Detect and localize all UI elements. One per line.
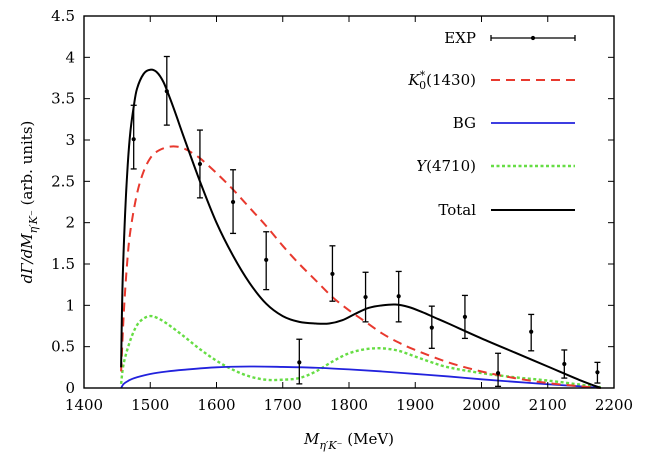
data-marker bbox=[297, 360, 302, 365]
legend-label: Total bbox=[438, 201, 476, 219]
series-line-total bbox=[120, 68, 602, 389]
data-marker bbox=[462, 314, 468, 320]
legend-item-y-4710: Y(4710) bbox=[416, 157, 575, 175]
data-marker bbox=[264, 257, 269, 262]
curves-layer bbox=[119, 68, 602, 389]
x-tick-label: 1600 bbox=[197, 396, 235, 414]
data-point bbox=[561, 349, 568, 379]
errorbars-layer bbox=[130, 55, 601, 387]
x-tick-label: 1700 bbox=[264, 396, 302, 414]
data-marker bbox=[197, 161, 203, 167]
data-point bbox=[428, 305, 435, 349]
y-tick-label: 0 bbox=[65, 379, 75, 397]
legend-item-bg: BG bbox=[453, 114, 575, 132]
legend-item-exp: EXP bbox=[444, 29, 576, 47]
y-axis-title: dΓ/dMη′K⁻ (arb. units) bbox=[18, 121, 40, 284]
legend-marker bbox=[530, 35, 536, 41]
data-point bbox=[461, 294, 468, 340]
y-axis: 0 0.5 1 1.5 2 2.5 3 3.5 4 4.5 bbox=[51, 7, 614, 397]
x-tick-label: 2000 bbox=[462, 396, 500, 414]
x-tick-label: 1400 bbox=[65, 396, 103, 414]
data-marker bbox=[429, 325, 434, 330]
legend-label: EXP bbox=[444, 29, 476, 47]
data-point bbox=[263, 231, 270, 291]
x-tick-label: 1800 bbox=[330, 396, 368, 414]
legend-item-k-1430: K* 0(1430) bbox=[407, 69, 575, 92]
legend-label: Y(4710) bbox=[416, 157, 476, 175]
y-tick-label: 3.5 bbox=[51, 90, 75, 108]
data-point bbox=[329, 245, 336, 302]
x-tick-label: 1900 bbox=[396, 396, 434, 414]
data-point bbox=[230, 169, 237, 235]
x-tick-label: 2200 bbox=[595, 396, 633, 414]
data-point bbox=[495, 352, 502, 387]
legend: EXP K* 0(1430) BG Y(4710) Total bbox=[407, 29, 576, 219]
series-line-bg bbox=[120, 365, 601, 389]
data-marker bbox=[495, 371, 501, 376]
y-tick-label: 0.5 bbox=[51, 338, 75, 356]
data-point bbox=[130, 104, 137, 170]
data-point bbox=[163, 55, 170, 126]
data-point bbox=[196, 129, 203, 199]
y-tick-label: 2.5 bbox=[51, 172, 75, 190]
data-point bbox=[395, 270, 402, 323]
x-tick-label: 1500 bbox=[131, 396, 169, 414]
data-point bbox=[528, 313, 535, 352]
data-marker bbox=[164, 89, 169, 94]
y-tick-label: 4.5 bbox=[51, 7, 75, 25]
y-tick-label: 1 bbox=[65, 296, 75, 314]
data-marker bbox=[562, 361, 567, 367]
data-marker bbox=[396, 294, 401, 299]
data-marker bbox=[595, 370, 600, 375]
data-point bbox=[594, 361, 601, 384]
data-marker bbox=[131, 137, 136, 142]
data-marker bbox=[330, 271, 335, 277]
data-marker bbox=[529, 329, 534, 334]
legend-label: K* 0(1430) bbox=[407, 69, 476, 92]
data-marker bbox=[230, 199, 236, 205]
legend-label: BG bbox=[453, 114, 476, 132]
data-point bbox=[296, 338, 303, 385]
legend-item-total: Total bbox=[438, 201, 575, 219]
y-tick-label: 2 bbox=[65, 214, 75, 232]
x-tick-label: 2100 bbox=[529, 396, 567, 414]
x-axis-title: Mη′K⁻ (MeV) bbox=[303, 430, 394, 452]
plot-frame bbox=[83, 15, 615, 389]
series-line-y-4710 bbox=[119, 314, 601, 389]
y-tick-label: 1.5 bbox=[51, 255, 75, 273]
x-axis: 1400 1500 1600 1700 1800 1900 2000 2100 2200 bbox=[65, 16, 633, 414]
y-tick-label: 3 bbox=[65, 131, 75, 149]
data-marker bbox=[363, 294, 368, 300]
data-point bbox=[362, 271, 369, 323]
y-tick-label: 4 bbox=[65, 48, 75, 66]
series-line-k-1430 bbox=[120, 145, 601, 389]
